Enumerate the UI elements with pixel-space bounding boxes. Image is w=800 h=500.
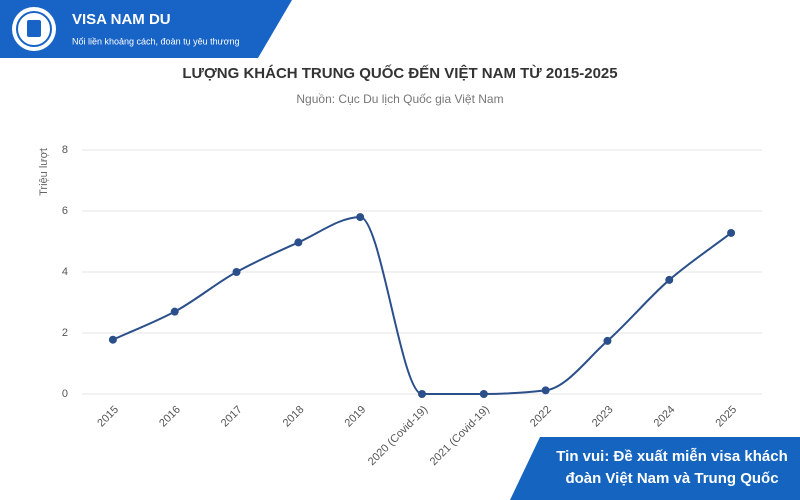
point — [170, 307, 179, 316]
banner-box — [510, 437, 800, 500]
x-tick-label: 2019 — [343, 404, 369, 430]
line — [112, 216, 732, 395]
x-tick-label: 2018 — [281, 404, 307, 430]
chart-subtitle: Nguồn: Cục Du lịch Quốc gia Việt Nam — [296, 92, 503, 106]
x-tick-label: 2024 — [652, 404, 678, 430]
point — [541, 386, 550, 395]
y-tick-label: 0 — [62, 388, 68, 400]
x-tick-label: 2023 — [590, 404, 616, 430]
point — [356, 213, 365, 222]
logo-ring — [16, 11, 52, 47]
x-tick-label: 2021 (Covid-19) — [428, 404, 492, 468]
x-tick-label: 2016 — [157, 404, 183, 430]
point — [603, 336, 612, 345]
x-tick-label: 2022 — [528, 404, 554, 430]
banner-text: Tin vui: Đề xuất miễn visa khách đoàn Vi… — [556, 448, 788, 487]
y-tick-label: 4 — [62, 266, 68, 278]
point — [294, 238, 303, 247]
y-axis-label: Triệu lượt — [38, 148, 50, 196]
point — [418, 390, 426, 398]
y-tick-label: 8 — [62, 144, 68, 156]
x-tick-label: 2020 (Covid-19) — [366, 404, 430, 468]
y-tick-label: 6 — [62, 205, 68, 217]
point — [479, 390, 488, 398]
y-tick-label: 2 — [62, 327, 68, 339]
x-tick-label: 2015 — [95, 404, 121, 430]
brand: VISA NAM DU — [72, 11, 171, 28]
x-tick-label: 2017 — [219, 404, 245, 430]
point — [665, 275, 674, 284]
point — [232, 268, 241, 276]
logo-passport — [27, 20, 41, 37]
point — [108, 335, 117, 344]
chart-title: LƯỢNG KHÁCH TRUNG QUỐC ĐẾN VIỆT NAM TỪ 2… — [182, 64, 617, 82]
header-band — [0, 0, 292, 58]
point — [727, 228, 736, 237]
x-tick-label: 2025 — [713, 404, 739, 430]
slogan: Nối liền khoảng cách, đoàn tụ yêu thương — [72, 36, 240, 46]
